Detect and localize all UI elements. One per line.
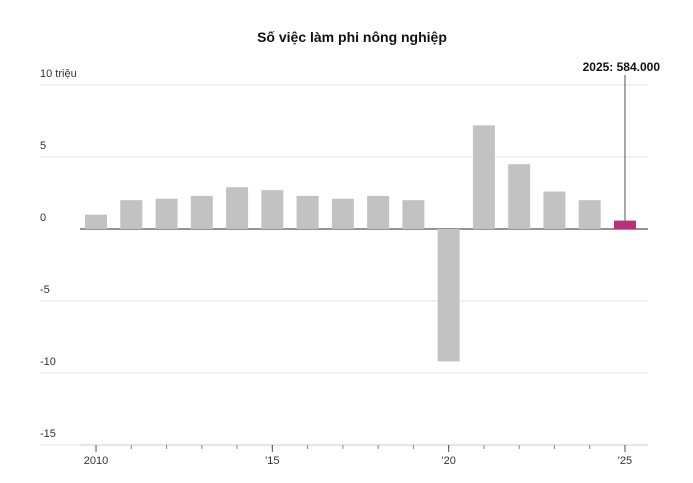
y-tick-label: -10 <box>40 356 56 368</box>
bar <box>402 200 425 229</box>
chart-title: Số việc làm phi nông nghiệp <box>257 29 447 45</box>
bar <box>226 187 249 229</box>
bar <box>190 195 213 229</box>
bar <box>331 198 354 229</box>
x-tick-label: 2010 <box>84 455 108 467</box>
y-tick-label: -5 <box>40 284 50 296</box>
bar <box>578 200 601 229</box>
bar <box>508 164 531 229</box>
y-tick-label: 5 <box>40 140 46 152</box>
bar <box>613 220 636 229</box>
bar <box>437 229 460 362</box>
bar <box>261 190 284 229</box>
bar <box>155 198 178 229</box>
x-tick-label: '15 <box>265 455 279 467</box>
x-tick-label: '25 <box>618 455 632 467</box>
bar <box>120 200 143 229</box>
y-tick-label: 0 <box>40 212 46 224</box>
value-label: 2025: 584.000 <box>583 60 661 74</box>
y-tick-label: -15 <box>40 428 56 440</box>
bar <box>85 214 108 229</box>
bar <box>367 195 390 229</box>
bar <box>296 195 319 229</box>
bar <box>472 125 495 229</box>
x-tick-label: '20 <box>441 455 455 467</box>
bar <box>543 191 566 229</box>
y-tick-label: 10 triệu <box>40 68 77 80</box>
